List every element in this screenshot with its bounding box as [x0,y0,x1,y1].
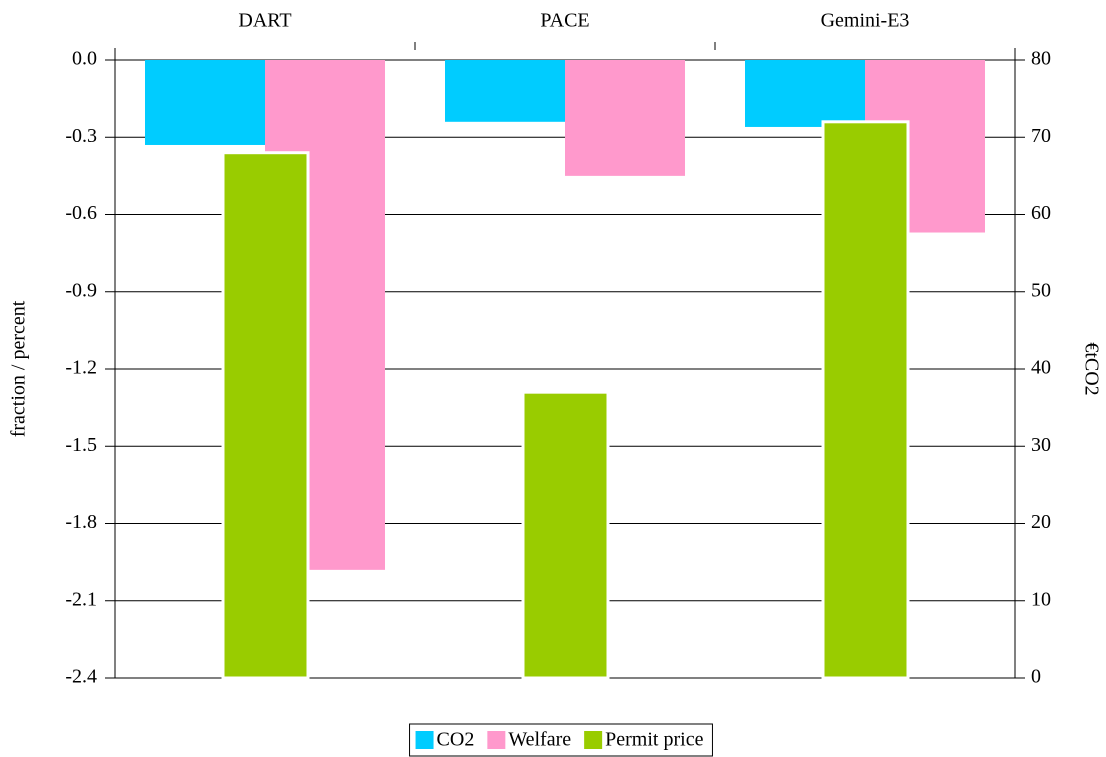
legend: CO2 Welfare Permit price [409,723,713,757]
bar [821,120,910,680]
y2-tick-label: 0 [1031,666,1041,688]
y-tick-label: -1.5 [65,434,97,456]
legend-label: CO2 [437,729,475,751]
y-axis-label: fraction / percent [8,300,30,437]
y2-tick-label: 60 [1031,202,1051,224]
bar [221,151,310,680]
y-tick-label: -2.1 [65,588,97,610]
legend-label: Permit price [605,729,703,751]
y-tick-label: -0.9 [65,279,97,301]
y-tick-label: -1.8 [65,511,97,533]
legend-swatch [415,731,434,749]
y-tick-label: -0.3 [65,125,97,147]
bar [145,60,265,145]
y-tick-label: 0.0 [72,48,97,70]
legend-box [409,723,713,757]
y2-axis-label: €tCO2 [1080,342,1102,395]
y2-tick-label: 20 [1031,511,1051,533]
y2-tick-label: 50 [1031,279,1051,301]
bar [521,390,610,680]
bar [745,60,865,127]
x-tick-label: Gemini-E3 [821,10,910,32]
x-tick-label: PACE [540,10,589,32]
y2-tick-label: 40 [1031,357,1051,379]
legend-label: Welfare [508,729,571,751]
y-tick-label: -2.4 [65,666,97,688]
y2-tick-label: 70 [1031,125,1051,147]
x-tick-label: DART [238,10,291,32]
bar [565,60,685,176]
y2-tick-label: 30 [1031,434,1051,456]
bar [445,60,565,122]
y2-tick-label: 80 [1031,48,1051,70]
y-tick-label: -1.2 [65,357,97,379]
y-tick-label: -0.6 [65,202,97,224]
legend-swatch [487,731,506,749]
y2-tick-label: 10 [1031,588,1051,610]
legend-swatch [584,731,603,749]
